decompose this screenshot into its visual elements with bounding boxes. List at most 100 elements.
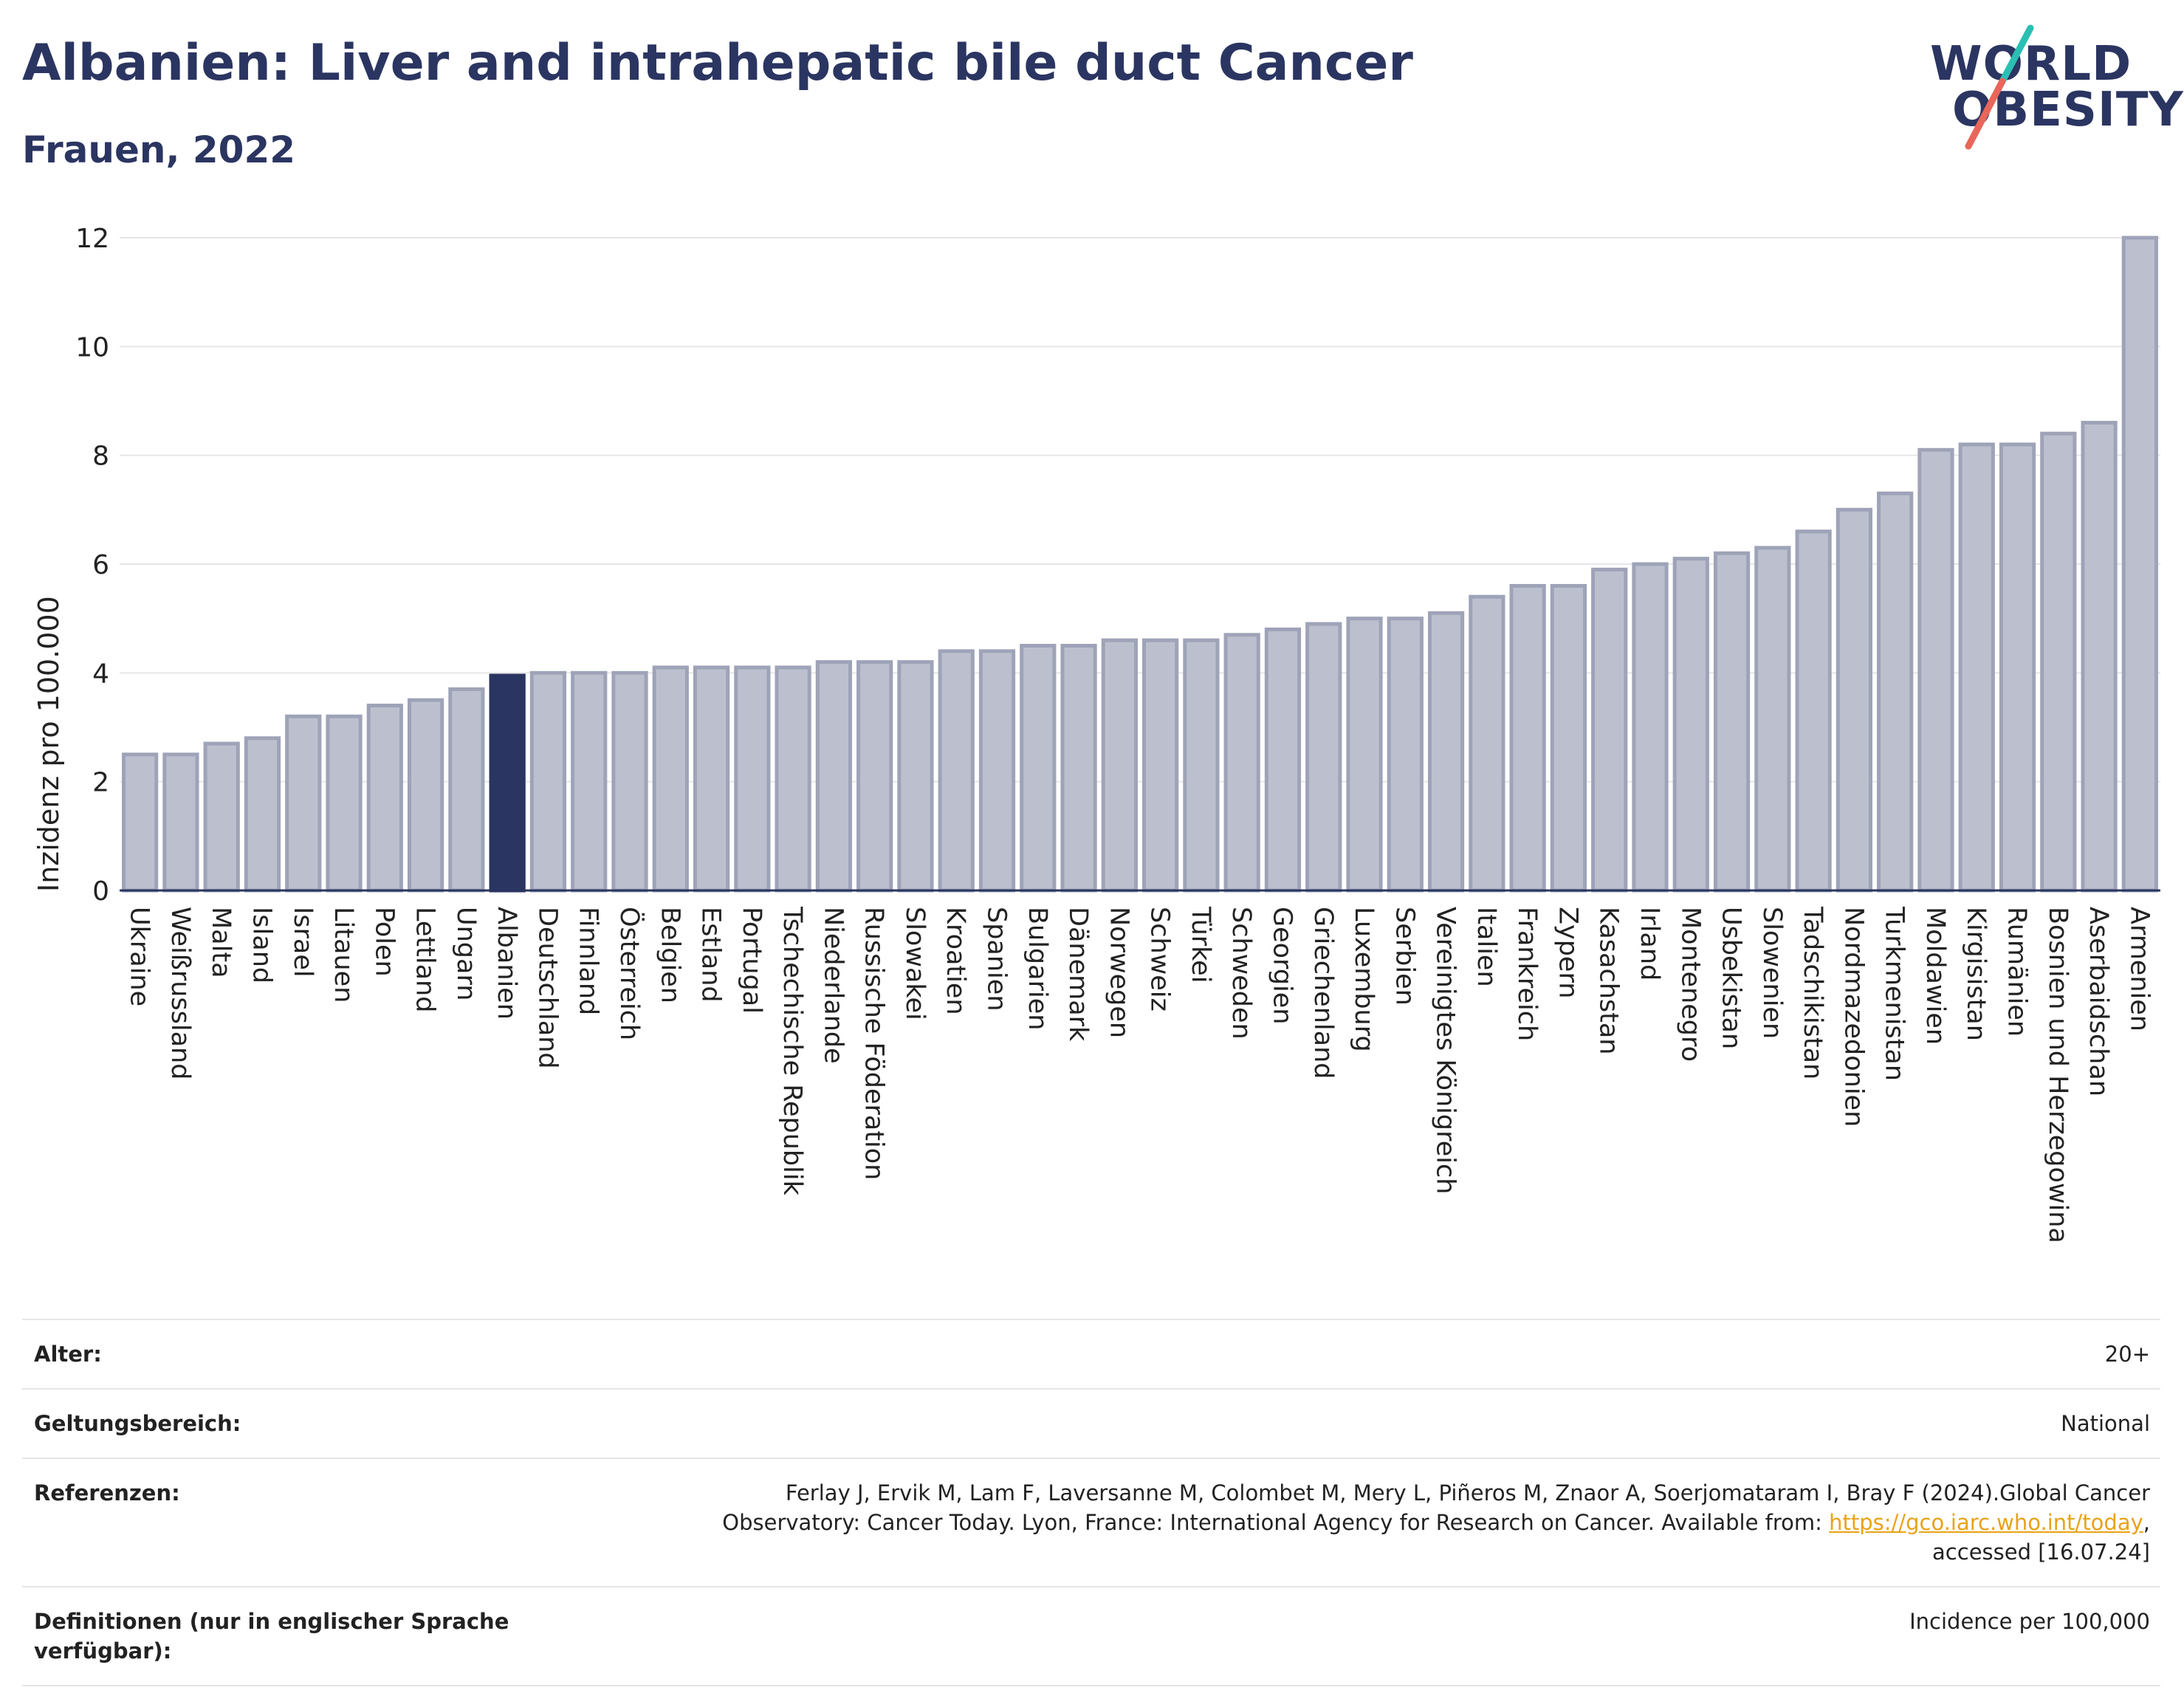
x-tick-label: Vereinigtes Königreich [1431, 907, 1460, 1194]
bar [1591, 567, 1628, 893]
bar [2121, 236, 2158, 893]
x-tick-label: Bosnien und Herzegowina [2043, 907, 2073, 1243]
bar [693, 665, 730, 893]
bar [1346, 617, 1383, 893]
meta-row-references: Referenzen: Ferlay J, Ervik M, Lam F, La… [22, 1458, 2160, 1587]
x-tick-label: Finnland [574, 907, 603, 1015]
bar [1264, 627, 1302, 893]
metadata-table: Alter: 20+ Geltungsbereich: National Ref… [22, 1319, 2160, 1686]
x-tick-label: Litauen [329, 907, 358, 1003]
bar [366, 704, 403, 893]
x-tick-label: Belgien [655, 907, 684, 1003]
x-tick-label: Niederlande [818, 907, 848, 1064]
world-obesity-logo: WORLD OBESITY [1920, 22, 2183, 155]
x-tick-label: Dänemark [1063, 907, 1093, 1042]
bar [815, 660, 853, 893]
x-tick-label: Bulgarien [1023, 907, 1052, 1030]
bar [2081, 420, 2118, 893]
x-tick-label: Serbien [1390, 907, 1419, 1006]
bar [1427, 611, 1465, 893]
meta-value: 20+ [561, 1319, 2160, 1389]
meta-key: Definitionen (nur in englischer Sprache … [22, 1586, 561, 1686]
page-subtitle: Frauen, 2022 [22, 128, 296, 171]
x-tick-label: Spanien [982, 907, 1012, 1012]
x-tick-label: Usbekistan [1717, 907, 1746, 1049]
x-tick-label: Rumänien [2002, 907, 2032, 1037]
bar [1672, 557, 1709, 893]
x-tick-label: Luxemburg [1349, 907, 1378, 1052]
bar [897, 660, 934, 893]
bar [2040, 431, 2077, 893]
bar [775, 665, 811, 893]
x-tick-label: Tadschikistan [1798, 906, 1827, 1079]
x-tick-label: Türkei [1186, 906, 1215, 983]
x-tick-label: Island [247, 907, 276, 983]
x-tick-label: Weißrussland [165, 907, 195, 1079]
x-tick-label: Ungarn [451, 907, 481, 1000]
x-tick-label: Estland [696, 907, 726, 1003]
bar [938, 649, 975, 893]
bar [571, 670, 608, 893]
bar [285, 714, 322, 893]
bar [734, 665, 771, 893]
x-tick-label: Schweiz [1145, 907, 1175, 1012]
bar [1305, 622, 1342, 893]
bar [1836, 507, 1873, 893]
bar [1632, 562, 1669, 893]
bar [162, 752, 199, 893]
bar [978, 649, 1016, 893]
x-tick-label: Österreich [614, 907, 645, 1040]
bar [611, 670, 648, 893]
bar [1509, 583, 1546, 893]
bar [1877, 491, 1914, 893]
bar [1223, 633, 1260, 893]
bar [1958, 442, 1995, 893]
bar [1142, 638, 1179, 893]
x-tick-label: Montenegro [1675, 907, 1705, 1062]
x-tick-label: Norwegen [1104, 907, 1133, 1038]
x-tick-label: Italien [1472, 907, 1501, 987]
bar [407, 698, 444, 893]
x-tick-label: Griechenland [1308, 907, 1338, 1079]
meta-value: National [561, 1388, 2160, 1458]
x-tick-label: Albanien [492, 907, 521, 1020]
x-tick-label: Russische Föderation [859, 907, 889, 1180]
meta-key: Referenzen: [22, 1458, 561, 1587]
bar-highlighted [489, 673, 526, 893]
logo-line1: WORLD [1930, 37, 2132, 92]
page-title: Albanien: Liver and intrahepatic bile du… [22, 34, 1413, 92]
meta-row-scope: Geltungsbereich: National [22, 1388, 2160, 1458]
x-tick-label: Slowenien [1757, 907, 1787, 1039]
bar [529, 670, 567, 893]
y-tick-label: 10 [75, 332, 109, 363]
reference-line3: accessed [16.07.24] [1932, 1539, 2150, 1565]
meta-row-definitions: Definitionen (nur in englischer Sprache … [22, 1586, 2160, 1686]
x-tick-label: Israel [288, 907, 317, 978]
y-tick-label: 12 [75, 224, 109, 254]
y-tick-label: 6 [92, 550, 109, 580]
x-tick-label: Lettland [411, 907, 440, 1012]
bar [122, 752, 159, 893]
bar [1020, 644, 1057, 893]
bar [244, 736, 281, 893]
x-tick-label: Slowakei [900, 907, 930, 1020]
logo-slash-icon [1965, 24, 2034, 150]
meta-key: Alter: [22, 1319, 561, 1389]
x-tick-label: Deutschland [532, 907, 562, 1069]
bar [1183, 638, 1220, 893]
bar [448, 687, 485, 893]
reference-link[interactable]: https://gco.iarc.who.int/today [1829, 1510, 2143, 1535]
bar [652, 665, 689, 893]
x-tick-label: Georgien [1267, 907, 1297, 1025]
bar [1469, 594, 1505, 893]
meta-row-age: Alter: 20+ [22, 1319, 2160, 1389]
x-tick-label: Portugal [737, 907, 766, 1014]
x-tick-label: Polen [369, 907, 399, 977]
bar [856, 660, 893, 893]
bar [1060, 644, 1097, 893]
y-tick-label: 4 [92, 659, 109, 689]
bar-chart: 0 2 4 6 8 10 12 Ukraine Weißrussland Malta Island I… [75, 224, 2160, 1243]
x-tick-label: Kroatien [941, 907, 970, 1015]
x-tick-label: Tschechische Republik [777, 906, 807, 1196]
reference-line1: Ferlay J, Ervik M, Lam F, Laversanne M, … [785, 1480, 2150, 1506]
